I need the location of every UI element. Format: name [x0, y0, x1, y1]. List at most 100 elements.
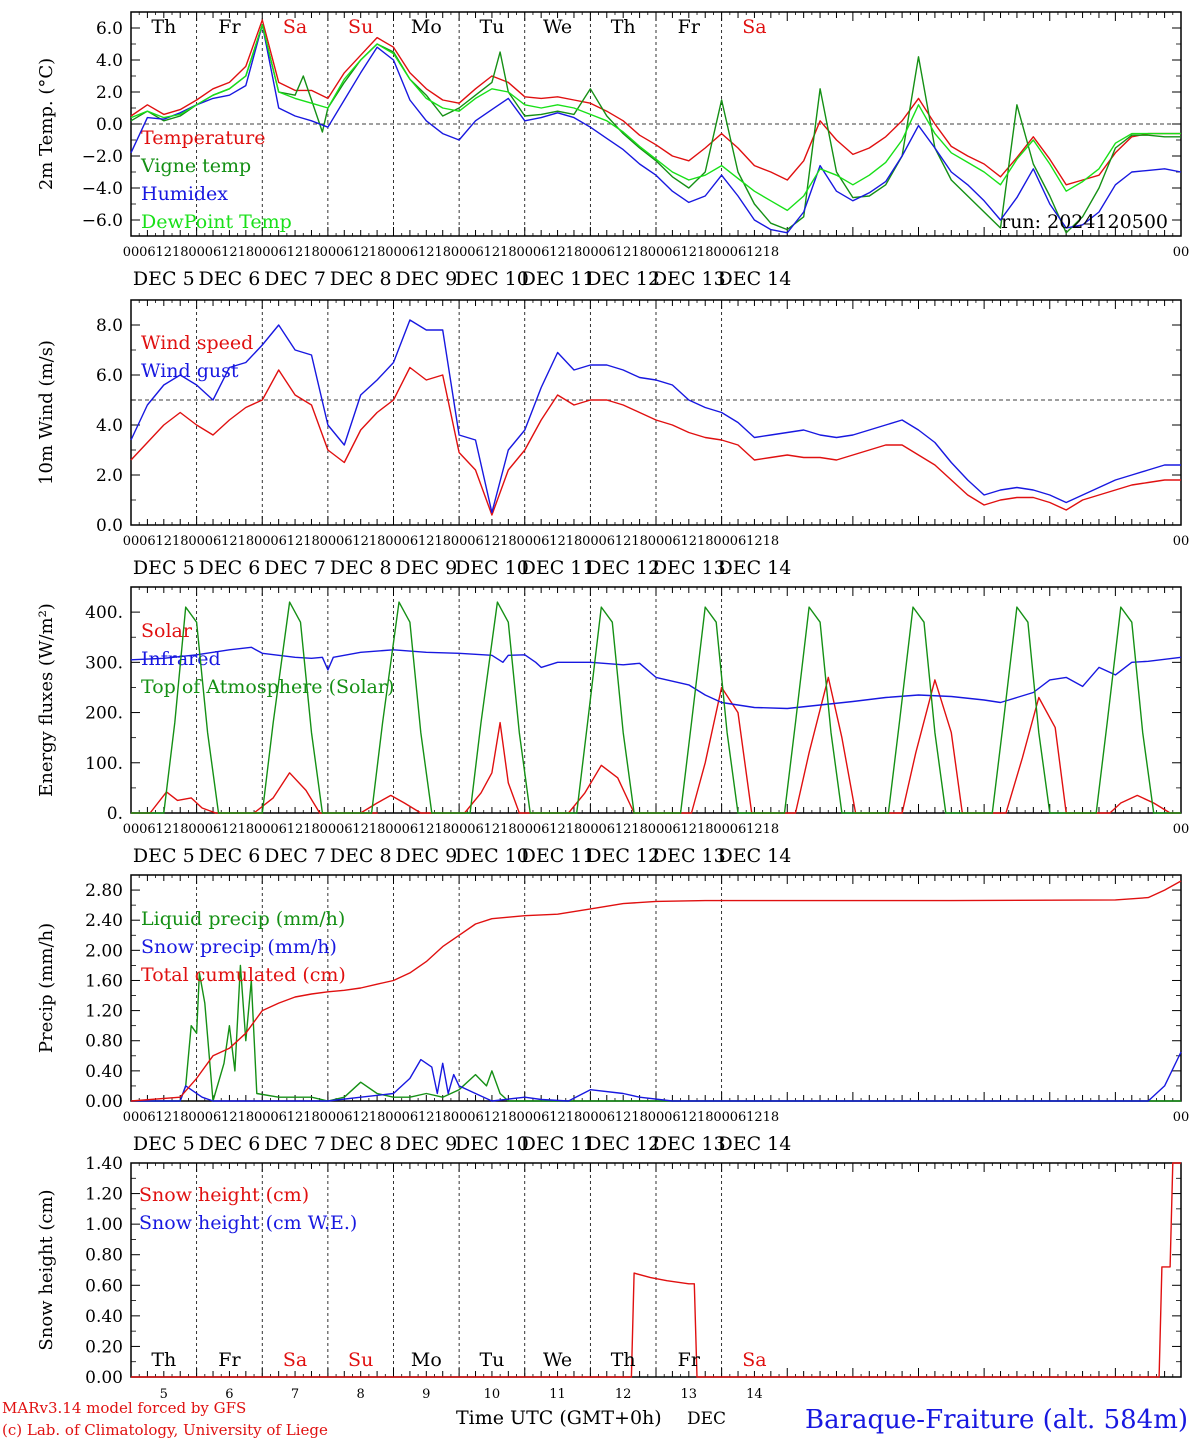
- hour-label: 00: [188, 245, 205, 260]
- series-line-infrared: [130, 646, 1182, 710]
- x-axis-label: Time UTC (GMT+0h): [456, 1407, 662, 1429]
- hour-label: 18: [238, 245, 255, 260]
- y-tick-label: 0.: [107, 804, 123, 824]
- series-line-snow-precip-mm-h: [131, 1051, 1182, 1102]
- hour-label: 18: [303, 1110, 320, 1125]
- date-label: DEC 12: [586, 557, 660, 579]
- hour-label: 18: [697, 245, 714, 260]
- date-label: DEC 14: [718, 268, 792, 290]
- date-label: DEC 9: [395, 557, 457, 579]
- y-tick-label: 4.0: [96, 51, 123, 71]
- hour-label: 06: [730, 245, 747, 260]
- day-name-label: Sa: [742, 16, 766, 38]
- day-number-label: 13: [681, 1387, 698, 1402]
- panel-1: −6.0 −4.0 −2.0 0.0 2.0 4.0 6.0 2m Temp. (°C) Tem…: [36, 11, 1189, 290]
- date-label: DEC 9: [395, 845, 457, 867]
- hour-label: 18: [172, 245, 189, 260]
- hour-label: 00: [582, 1110, 599, 1125]
- legend-entry: Solar: [141, 620, 193, 642]
- hour-label: 00: [123, 245, 140, 260]
- hour-label: 12: [681, 245, 698, 260]
- hour-label: 00: [1173, 534, 1190, 549]
- hour-label: 00: [516, 534, 533, 549]
- legend-entry: Humidex: [141, 183, 228, 205]
- legend-entry: Snow height (cm): [139, 1184, 309, 1206]
- hour-label: 12: [681, 822, 698, 837]
- series-line-vigne-temp: [130, 24, 1181, 234]
- hour-label: 12: [549, 534, 566, 549]
- y-tick-label: 400.: [85, 603, 123, 623]
- hour-label: 06: [599, 1110, 616, 1125]
- date-label: DEC 5: [133, 268, 195, 290]
- date-label: DEC 8: [330, 845, 392, 867]
- y-tick-label: −6.0: [82, 211, 123, 231]
- hour-label: 06: [205, 245, 222, 260]
- legend-entry: Total cumulated (cm): [141, 964, 346, 986]
- y-tick-label: 0.00: [85, 1092, 123, 1112]
- y-tick-label: 0.80: [85, 1246, 123, 1266]
- date-label: DEC 6: [199, 845, 261, 867]
- hour-label: 12: [484, 534, 501, 549]
- hour-label: 12: [352, 822, 369, 837]
- series-line-wind-speed: [130, 366, 1181, 516]
- date-label: DEC 12: [586, 845, 660, 867]
- series-line-humidex: [130, 24, 1182, 234]
- hour-label: 12: [287, 1110, 304, 1125]
- date-label: DEC 14: [718, 1133, 792, 1155]
- hour-label: 06: [139, 822, 156, 837]
- hour-label: 06: [205, 1110, 222, 1125]
- legend-entry: Wind gust: [141, 360, 239, 382]
- series-line-solar: [131, 676, 1181, 814]
- hour-label: 12: [287, 822, 304, 837]
- month-label: DEC: [687, 1409, 726, 1429]
- hour-label: 12: [549, 245, 566, 260]
- legend-entry: Liquid precip (mm/h): [141, 908, 345, 930]
- hour-label: 06: [336, 1110, 353, 1125]
- hour-label: 00: [451, 822, 468, 837]
- hour-label: 12: [287, 245, 304, 260]
- day-number-label: 5: [160, 1387, 168, 1402]
- hour-label: 06: [336, 534, 353, 549]
- y-axis-label: 10m Wind (m/s): [36, 340, 57, 485]
- day-name-label: Mo: [411, 1349, 442, 1371]
- day-name-label: Su: [348, 16, 373, 38]
- hour-label: 00: [713, 534, 730, 549]
- hour-label: 18: [697, 822, 714, 837]
- hour-label: 00: [713, 822, 730, 837]
- day-number-label: 11: [549, 1387, 566, 1402]
- y-axis-label: Precip (mm/h): [36, 923, 57, 1053]
- hour-label: 18: [369, 534, 386, 549]
- hour-label: 00: [385, 1110, 402, 1125]
- date-label: DEC 14: [718, 845, 792, 867]
- day-name-label: Su: [348, 1349, 373, 1371]
- hour-label: 06: [533, 245, 550, 260]
- day-number-label: 6: [225, 1387, 233, 1402]
- panel-4: 0.00 0.40 0.80 1.20 1.60 2.00 2.40 2.80 Precip (…: [36, 874, 1189, 1155]
- hour-label: 12: [615, 534, 632, 549]
- hour-label: 06: [664, 245, 681, 260]
- y-tick-label: 0.40: [85, 1062, 123, 1082]
- hour-label: 12: [549, 822, 566, 837]
- hour-label: 00: [254, 534, 271, 549]
- date-label: DEC 8: [330, 557, 392, 579]
- hour-label: 18: [500, 534, 517, 549]
- hour-label: 18: [172, 534, 189, 549]
- day-name-label: Tu: [479, 16, 504, 38]
- y-tick-label: 2.40: [85, 911, 123, 931]
- date-label: DEC 7: [264, 268, 326, 290]
- date-label: DEC 14: [718, 557, 792, 579]
- date-label: DEC 12: [586, 1133, 660, 1155]
- hour-label: 00: [516, 1110, 533, 1125]
- date-label: DEC 5: [133, 845, 195, 867]
- hour-label: 18: [631, 245, 648, 260]
- hour-label: 00: [188, 534, 205, 549]
- hour-label: 00: [582, 534, 599, 549]
- plot-frame: [130, 299, 1182, 526]
- hour-label: 06: [270, 1110, 287, 1125]
- hour-label: 00: [648, 534, 665, 549]
- hour-label: 12: [418, 534, 435, 549]
- date-label: DEC 10: [455, 557, 529, 579]
- hour-label: 12: [484, 1110, 501, 1125]
- hour-label: 00: [123, 822, 140, 837]
